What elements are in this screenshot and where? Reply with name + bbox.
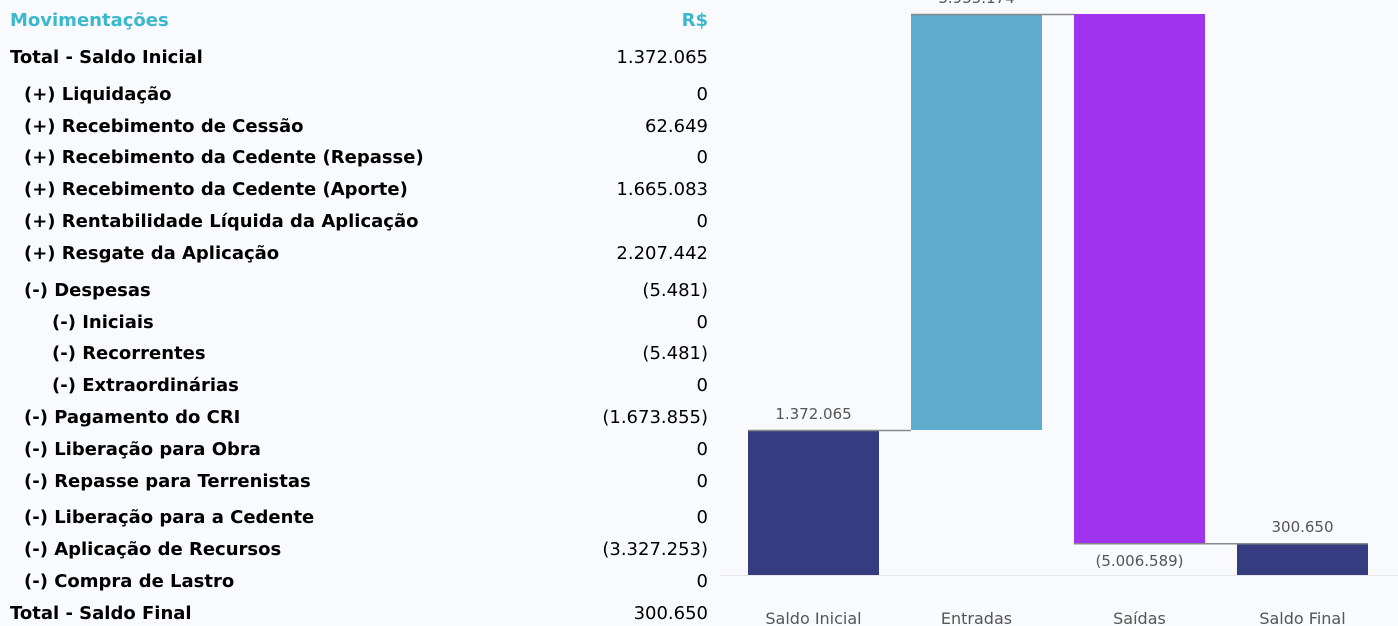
row-label: (-) Iniciais [52, 312, 154, 333]
x-tick-label: Entradas [941, 609, 1012, 626]
row-iniciais: (-) Iniciais 0 [0, 311, 712, 335]
row-label: (-) Liberação para Obra [24, 439, 261, 460]
data-label: 300.650 [1271, 518, 1333, 536]
row-label: (-) Compra de Lastro [24, 571, 235, 592]
row-recebimento-cessao: (+) Recebimento de Cessão 62.649 [0, 115, 712, 139]
row-label: (-) Liberação para a Cedente [24, 507, 315, 528]
row-label: Total - Saldo Inicial [10, 47, 203, 68]
bar-sa-das [1074, 14, 1205, 544]
header-movimentacoes: Movimentações [10, 10, 169, 31]
row-value: 0 [696, 571, 708, 592]
row-value: (5.481) [642, 343, 708, 364]
row-value: 62.649 [645, 116, 708, 137]
row-liquidacao: (+) Liquidação 0 [0, 83, 712, 107]
row-label: (+) Resgate da Aplicação [24, 243, 280, 264]
row-value: 1.665.083 [616, 179, 708, 200]
row-saldo-final: Total - Saldo Final 300.650 [0, 602, 712, 626]
row-pagamento-cri: (-) Pagamento do CRI (1.673.855) [0, 406, 712, 430]
row-value: 0 [696, 507, 708, 528]
row-label: (+) Recebimento da Cedente (Repasse) [24, 147, 424, 168]
data-label: 3.935.174 [938, 0, 1014, 7]
row-label: (-) Aplicação de Recursos [24, 539, 282, 560]
row-label: (-) Extraordinárias [52, 375, 239, 396]
row-value: (5.481) [642, 280, 708, 301]
row-liberacao-obra: (-) Liberação para Obra 0 [0, 438, 712, 462]
row-label: (-) Despesas [24, 280, 151, 301]
row-recorrentes: (-) Recorrentes (5.481) [0, 342, 712, 366]
bar-saldo-final [1237, 543, 1368, 575]
row-saldo-inicial: Total - Saldo Inicial 1.372.065 [0, 46, 712, 70]
row-value: (1.673.855) [602, 407, 708, 428]
row-value: 0 [696, 312, 708, 333]
row-resgate-aplicacao: (+) Resgate da Aplicação 2.207.442 [0, 242, 712, 266]
row-value: 0 [696, 84, 708, 105]
row-despesas: (-) Despesas (5.481) [0, 279, 712, 303]
row-value: 0 [696, 211, 708, 232]
row-repasse-terrenistas: (-) Repasse para Terrenistas 0 [0, 470, 712, 494]
bar-saldo-inicial [748, 429, 879, 575]
header-currency: R$ [681, 10, 708, 31]
x-tick-label: Saldo Final [1259, 609, 1345, 626]
row-value: 0 [696, 439, 708, 460]
row-label: (-) Recorrentes [52, 343, 206, 364]
row-label: (+) Recebimento de Cessão [24, 116, 304, 137]
statement-header: Movimentações R$ [0, 9, 712, 33]
x-tick-label: Saídas [1113, 609, 1166, 626]
row-recebimento-cedente-aporte: (+) Recebimento da Cedente (Aporte) 1.66… [0, 178, 712, 202]
cash-flow-statement: Movimentações R$ Total - Saldo Inicial 1… [0, 9, 712, 626]
row-label: Total - Saldo Final [10, 603, 192, 624]
waterfall-chart: 1.372.065 3.935.174 (5.006.589) 300.650 Sal… [720, 0, 1398, 626]
row-label: (+) Liquidação [24, 84, 172, 105]
row-value: 300.650 [633, 603, 708, 624]
row-value: 0 [696, 147, 708, 168]
bar-entradas [911, 14, 1042, 430]
row-value: 1.372.065 [616, 47, 708, 68]
row-liberacao-cedente: (-) Liberação para a Cedente 0 [0, 506, 712, 530]
row-label: (-) Pagamento do CRI [24, 407, 241, 428]
row-extraordinarias: (-) Extraordinárias 0 [0, 374, 712, 398]
row-value: 2.207.442 [616, 243, 708, 264]
data-label: (5.006.589) [1095, 552, 1183, 570]
row-value: 0 [696, 375, 708, 396]
row-label: (+) Recebimento da Cedente (Aporte) [24, 179, 408, 200]
row-value: 0 [696, 471, 708, 492]
row-label: (+) Rentabilidade Líquida da Aplicação [24, 211, 419, 232]
row-recebimento-cedente-repasse: (+) Recebimento da Cedente (Repasse) 0 [0, 146, 712, 170]
data-label: 1.372.065 [775, 405, 851, 423]
row-value: (3.327.253) [602, 539, 708, 560]
x-tick-label: Saldo Inicial [765, 609, 861, 626]
row-compra-lastro: (-) Compra de Lastro 0 [0, 570, 712, 594]
row-rentabilidade-liquida: (+) Rentabilidade Líquida da Aplicação 0 [0, 210, 712, 234]
row-label: (-) Repasse para Terrenistas [24, 471, 311, 492]
row-aplicacao-recursos: (-) Aplicação de Recursos (3.327.253) [0, 538, 712, 562]
